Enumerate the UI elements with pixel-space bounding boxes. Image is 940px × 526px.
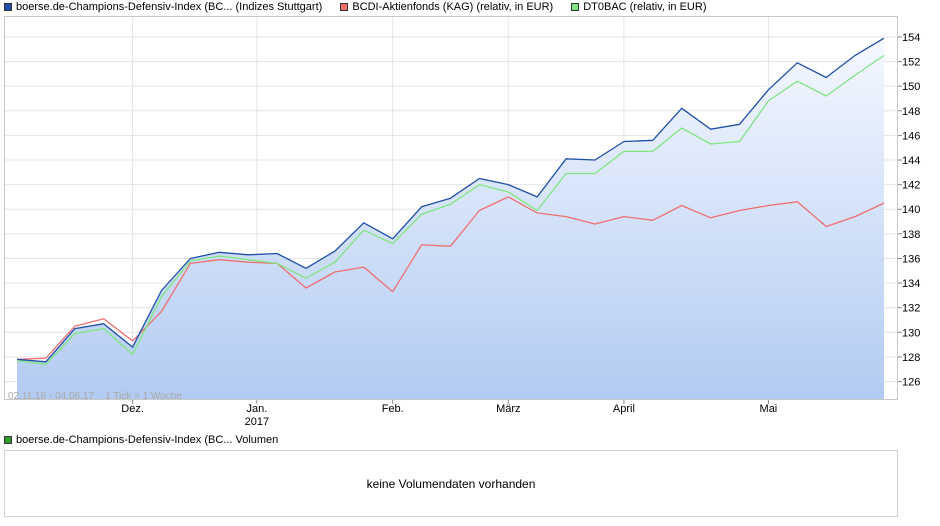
series-line-2 xyxy=(16,54,885,365)
volume-panel: keine Volumendaten vorhanden xyxy=(4,450,898,517)
x-tick-label: März xyxy=(496,403,520,415)
volume-legend: boerse.de-Champions-Defensiv-Index (BC..… xyxy=(4,433,278,447)
legend-swatch-fund xyxy=(340,3,349,11)
y-tick-label: 130 xyxy=(902,327,920,339)
area-layer xyxy=(17,38,884,400)
y-tick-label: 142 xyxy=(902,180,920,192)
x-tick-label: Mai xyxy=(760,403,778,415)
period-info: 02.11.16 - 04.06.17 1 Tick = 1 Woche xyxy=(8,391,182,402)
y-tick-label: 128 xyxy=(902,352,920,364)
y-tick-label: 134 xyxy=(902,278,920,290)
x-tick-label: Jan. xyxy=(246,403,267,415)
plot-frame xyxy=(4,16,898,400)
y-tick-label: 126 xyxy=(902,377,920,389)
legend-label-index: boerse.de-Champions-Defensiv-Index (BC..… xyxy=(16,1,323,13)
y-tick-label: 154 xyxy=(902,32,920,44)
volume-empty-message: keine Volumendaten vorhanden xyxy=(366,476,536,491)
legend-item-fund: BCDI-Aktienfonds (KAG) (relativ, in EUR) xyxy=(340,1,553,13)
chart-legend: boerse.de-Champions-Defensiv-Index (BC..… xyxy=(4,0,724,14)
volume-legend-label: boerse.de-Champions-Defensiv-Index (BC..… xyxy=(16,434,279,446)
y-tick-label: 150 xyxy=(902,81,920,93)
y-tick-label: 132 xyxy=(902,303,920,315)
series-line-0 xyxy=(16,37,885,363)
legend-label-dt0bac: DT0BAC (relativ, in EUR) xyxy=(583,1,707,13)
legend-swatch-dt0bac xyxy=(571,3,580,11)
x-tick-label: April xyxy=(613,403,635,415)
y-tick-label: 152 xyxy=(902,57,920,69)
y-axis: 126 128 130 132 134 136 138 140 142 144 146 148 150 1… xyxy=(898,32,920,389)
legend-label-fund: BCDI-Aktienfonds (KAG) (relativ, in EUR) xyxy=(352,1,554,13)
y-tick-label: 148 xyxy=(902,106,920,118)
series-line-1 xyxy=(16,196,885,361)
legend-item-dt0bac: DT0BAC (relativ, in EUR) xyxy=(571,1,706,13)
y-tick-label: 138 xyxy=(902,229,920,241)
y-tick-label: 136 xyxy=(902,253,920,265)
legend-swatch-index xyxy=(4,3,12,11)
y-tick-label: 140 xyxy=(902,204,920,216)
legend-item-index: boerse.de-Champions-Defensiv-Index (BC..… xyxy=(4,1,322,13)
x-tick-label: Feb. xyxy=(382,403,404,415)
volume-legend-swatch xyxy=(4,436,12,444)
series-area-0 xyxy=(17,38,884,400)
price-chart: 126 128 130 132 134 136 138 140 142 144 146 148 150 1… xyxy=(4,16,920,428)
x-axis: Dez. Jan.2017 Feb. März April Mai xyxy=(121,400,777,428)
x-tick-sublabel: 2017 xyxy=(245,416,269,428)
x-tick-label: Dez. xyxy=(121,403,144,415)
y-tick-label: 146 xyxy=(902,130,920,142)
y-tick-label: 144 xyxy=(902,155,920,167)
series-lines xyxy=(16,37,885,365)
plot-border xyxy=(4,16,898,400)
